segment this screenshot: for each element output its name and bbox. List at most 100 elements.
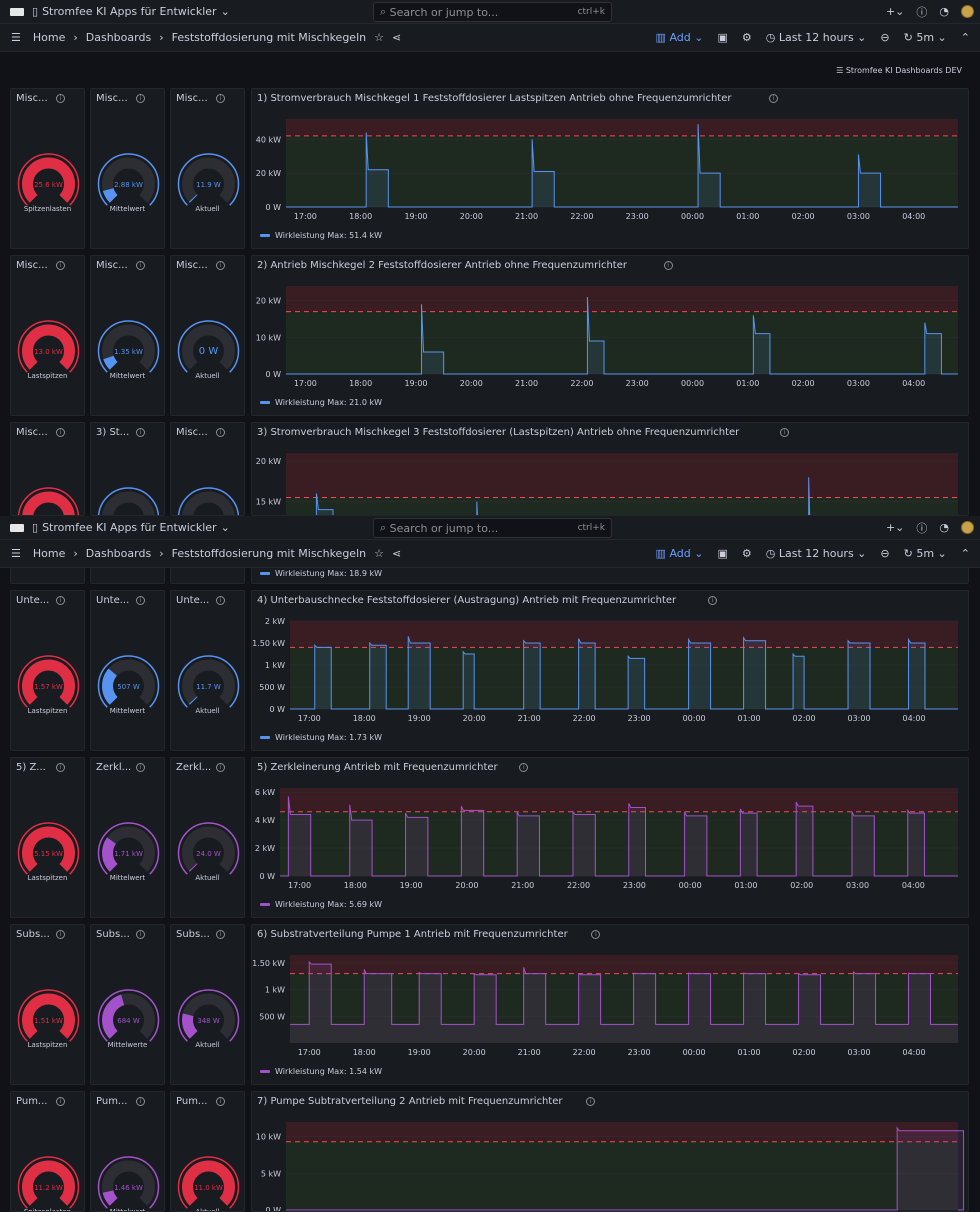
search-input[interactable]: ⌕ Search or jump to... ctrl+k bbox=[373, 2, 612, 22]
info-icon[interactable]: i bbox=[136, 94, 145, 103]
panel-title[interactable]: Misc... bbox=[176, 93, 208, 104]
gauge-panel[interactable]: 5) Z... i 5.15 kW Lastspitzen bbox=[10, 757, 85, 918]
gauge-panel[interactable]: Subs... i 1.51 kW Lastspitzen bbox=[10, 924, 85, 1085]
chart-svg[interactable]: 2 kW 1.50 kW 1 kW 500 W 0 W 17:00 18:00 19:00 20… bbox=[252, 591, 968, 751]
gear-icon[interactable]: ⚙ bbox=[741, 547, 752, 560]
plus-icon[interactable]: +⌄ bbox=[885, 5, 905, 18]
gauge-panel[interactable]: Misc... i 1.35 kW Mittelwert bbox=[90, 255, 165, 416]
add-button[interactable]: ▥ Add ⌄ bbox=[655, 547, 704, 560]
gauge-panel[interactable]: Pum... i 1.46 kW Mittelwert bbox=[90, 1091, 165, 1212]
zoom-out-icon[interactable]: ⊖ bbox=[880, 547, 890, 560]
chart-svg[interactable]: 6 kW 4 kW 2 kW 0 W 17:00 18:00 19:00 20:00 21:00… bbox=[252, 758, 968, 918]
info-icon[interactable]: i bbox=[136, 763, 145, 772]
info-icon[interactable]: i bbox=[216, 94, 225, 103]
timeseries-panel[interactable]: 1) Stromverbrauch Mischkegel 1 Feststoff… bbox=[251, 88, 969, 249]
collapse-icon[interactable]: ⌃ bbox=[960, 31, 970, 44]
info-icon[interactable]: i bbox=[216, 261, 225, 270]
info-icon[interactable]: i bbox=[769, 94, 779, 103]
info-icon[interactable]: i bbox=[216, 428, 225, 437]
info-icon[interactable]: i bbox=[585, 1097, 595, 1106]
panel-title[interactable]: Misc... bbox=[176, 427, 208, 438]
panel-title[interactable]: Pum... bbox=[176, 1096, 208, 1107]
panel-title[interactable]: Unte... bbox=[176, 595, 210, 606]
help-icon[interactable]: ⓘ bbox=[916, 521, 928, 535]
save-icon[interactable]: ▣ bbox=[717, 547, 728, 560]
gauge-panel[interactable]: Zerkl... i 1.71 kW Mittelwert bbox=[90, 757, 165, 918]
timeseries-panel[interactable]: 7) Pumpe Subtratverteilung 2 Antrieb mit… bbox=[251, 1091, 969, 1212]
collapse-icon[interactable]: ⌃ bbox=[960, 547, 970, 560]
info-icon[interactable]: i bbox=[136, 261, 145, 270]
info-icon[interactable]: i bbox=[708, 596, 717, 605]
info-icon[interactable]: i bbox=[136, 930, 145, 939]
timeseries-panel[interactable]: 4) Unterbauschnecke Feststoffdosierer (A… bbox=[251, 590, 969, 751]
org-switcher[interactable]: ▯ Stromfee KI Apps für Entwickler ⌄ bbox=[32, 5, 230, 18]
add-button[interactable]: ▥ Add ⌄ bbox=[655, 31, 704, 44]
avatar[interactable] bbox=[961, 521, 974, 534]
panel-title[interactable]: Misc... bbox=[16, 427, 48, 438]
chart-legend[interactable]: Wirkleistung Max: 21.0 kW bbox=[260, 398, 382, 407]
info-icon[interactable]: i bbox=[663, 261, 673, 270]
gauge-panel[interactable]: Subs... i 348 W Aktuell bbox=[170, 924, 245, 1085]
panel-title[interactable]: 4) Unterbauschnecke Feststoffdosierer (A… bbox=[257, 595, 677, 606]
search-input[interactable]: ⌕ Search or jump to... ctrl+k bbox=[373, 518, 612, 538]
panel-title[interactable]: Subs... bbox=[96, 929, 130, 940]
gauge-panel[interactable]: Unte... i 507 W Mittelwert bbox=[90, 590, 165, 751]
info-icon[interactable]: i bbox=[56, 596, 65, 605]
gauge-panel[interactable]: Unte... i 11.7 W Aktuell bbox=[170, 590, 245, 751]
org-switcher[interactable]: ▯ Stromfee KI Apps für Entwickler ⌄ bbox=[32, 521, 230, 534]
share-icon[interactable]: ⋖ bbox=[391, 31, 402, 44]
menu-icon[interactable]: ☰ bbox=[11, 547, 21, 560]
chart-svg[interactable]: 10 kW 5 kW 0 W bbox=[252, 1092, 968, 1212]
info-icon[interactable]: i bbox=[591, 930, 601, 939]
timeseries-panel[interactable]: 5) Zerkleinerung Antrieb mit Frequenzumr… bbox=[251, 757, 969, 918]
grafana-logo[interactable] bbox=[10, 7, 24, 16]
chart-legend[interactable]: Wirkleistung Max: 18.9 kW bbox=[260, 569, 382, 578]
gauge-panel[interactable]: Subs... i 684 W Mittelwerte bbox=[90, 924, 165, 1085]
panel-title[interactable]: 1) Stromverbrauch Mischkegel 1 Feststoff… bbox=[257, 93, 732, 104]
save-icon[interactable]: ▣ bbox=[717, 31, 728, 44]
grafana-logo[interactable] bbox=[10, 523, 24, 532]
timeseries-panel[interactable]: 2) Antrieb Mischkegel 2 Feststoffdosiere… bbox=[251, 255, 969, 416]
chart-legend[interactable]: Wirkleistung Max: 51.4 kW bbox=[260, 231, 382, 240]
plus-icon[interactable]: +⌄ bbox=[885, 521, 905, 534]
panel-title[interactable]: Unte... bbox=[16, 595, 50, 606]
panel-title[interactable]: 5) Zerkleinerung Antrieb mit Frequenzumr… bbox=[257, 762, 498, 773]
panel-title[interactable]: 6) Substratverteilung Pumpe 1 Antrieb mi… bbox=[257, 929, 568, 940]
panel-title[interactable]: 5) Z... bbox=[16, 762, 46, 773]
panel-title[interactable]: 2) Antrieb Mischkegel 2 Feststoffdosiere… bbox=[257, 260, 627, 271]
breadcrumb-home[interactable]: Home bbox=[32, 31, 66, 44]
zoom-out-icon[interactable]: ⊖ bbox=[880, 31, 890, 44]
panel-title[interactable]: Pum... bbox=[16, 1096, 48, 1107]
chart-svg[interactable]: 1.50 kW 1 kW 500 W 17:00 18:00 19:00 20:00 21:0… bbox=[252, 925, 968, 1085]
gauge-panel[interactable]: Misc... i 25.6 kW Spitzenlasten bbox=[10, 88, 85, 249]
star-icon[interactable]: ☆ bbox=[374, 547, 384, 560]
gauge-panel[interactable]: Pum... i 11.2 kW Spitzenlasten bbox=[10, 1091, 85, 1212]
info-icon[interactable]: i bbox=[216, 1097, 225, 1106]
panel-title[interactable]: 7) Pumpe Subtratverteilung 2 Antrieb mit… bbox=[257, 1096, 563, 1107]
panel-title[interactable]: 3) Stromverbrauch Mischkegel 3 Feststoff… bbox=[257, 427, 740, 438]
time-picker[interactable]: ◷ Last 12 hours ⌄ bbox=[765, 31, 867, 44]
dashboard-link[interactable]: ☰ Stromfee KI Dashboards DEV bbox=[836, 66, 962, 75]
timeseries-panel[interactable]: 6) Substratverteilung Pumpe 1 Antrieb mi… bbox=[251, 924, 969, 1085]
panel-title[interactable]: Misc... bbox=[16, 260, 48, 271]
info-icon[interactable]: i bbox=[136, 596, 145, 605]
panel-title[interactable]: Zerkl... bbox=[96, 762, 132, 773]
chart-legend[interactable]: Wirkleistung Max: 1.54 kW bbox=[260, 1067, 382, 1076]
info-icon[interactable]: i bbox=[136, 1097, 145, 1106]
gauge-panel[interactable]: Misc... i 0 W Aktuell bbox=[170, 255, 245, 416]
chart-legend[interactable]: Wirkleistung Max: 5.69 kW bbox=[260, 900, 382, 909]
panel-title[interactable]: Misc... bbox=[96, 93, 128, 104]
gauge-panel[interactable]: Misc... i bbox=[170, 422, 245, 516]
gauge-panel[interactable]: Pum... i 11.0 kW Aktuell bbox=[170, 1091, 245, 1212]
chart-legend[interactable]: Wirkleistung Max: 1.73 kW bbox=[260, 733, 382, 742]
info-icon[interactable]: i bbox=[216, 596, 225, 605]
gauge-panel[interactable]: 3) St... i bbox=[90, 422, 165, 516]
info-icon[interactable]: i bbox=[56, 94, 65, 103]
panel-title[interactable]: 3) St... bbox=[96, 427, 130, 438]
info-icon[interactable]: i bbox=[216, 763, 225, 772]
info-icon[interactable]: i bbox=[136, 428, 145, 437]
info-icon[interactable]: i bbox=[216, 930, 225, 939]
help-icon[interactable]: ⓘ bbox=[916, 5, 928, 19]
menu-icon[interactable]: ☰ bbox=[11, 31, 21, 44]
info-icon[interactable]: i bbox=[56, 261, 65, 270]
